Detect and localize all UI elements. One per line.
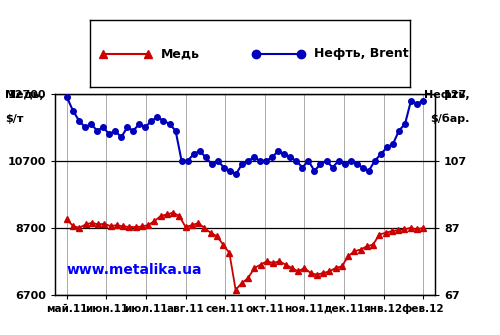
Text: $/бар.: $/бар.	[430, 114, 470, 124]
Text: Нефть, Brent: Нефть, Brent	[314, 47, 408, 60]
Text: Медь,: Медь,	[5, 90, 44, 100]
Text: Медь: Медь	[160, 47, 200, 60]
Text: $/т: $/т	[5, 114, 24, 124]
Text: www.metalika.ua: www.metalika.ua	[66, 263, 202, 277]
Text: Нефть,: Нефть,	[424, 90, 470, 100]
